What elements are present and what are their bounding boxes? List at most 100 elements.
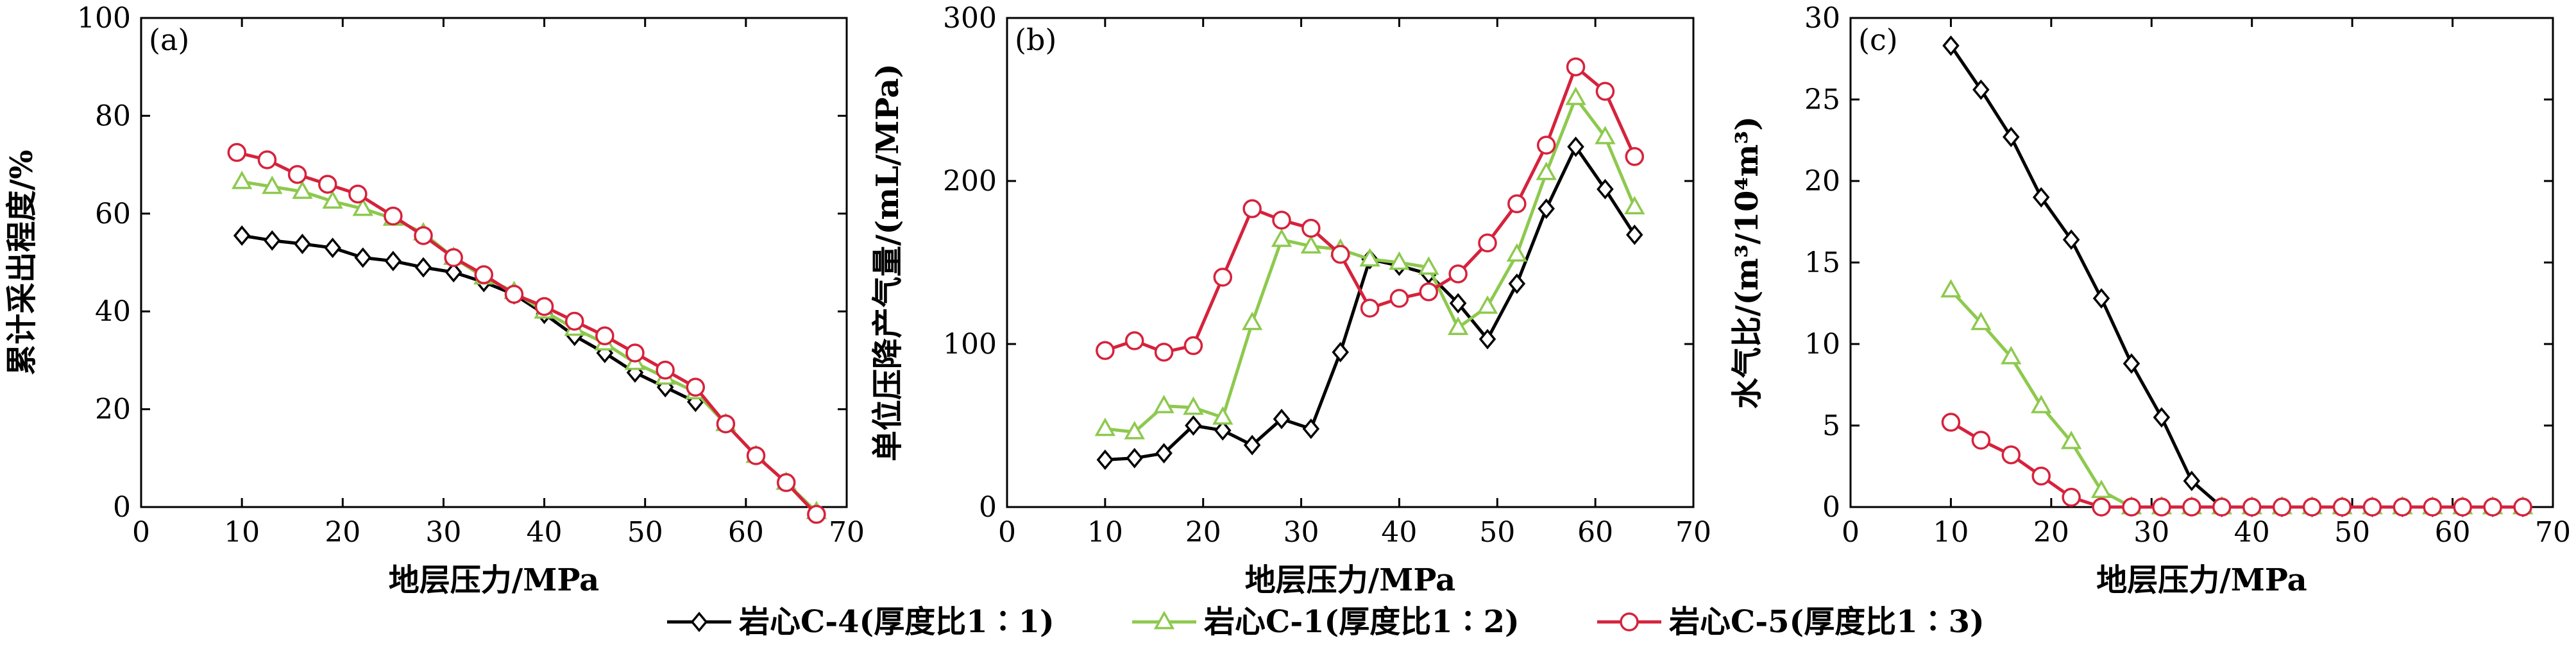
y-tick-label: 5 bbox=[1822, 409, 1840, 442]
y-tick-label: 60 bbox=[95, 198, 131, 230]
data-point bbox=[1625, 147, 1645, 166]
data-point bbox=[776, 473, 796, 492]
x-tick-label: 20 bbox=[325, 516, 360, 549]
data-point bbox=[1273, 408, 1291, 429]
data-point bbox=[1538, 198, 1555, 220]
data-point bbox=[1536, 161, 1557, 180]
data-point bbox=[2060, 431, 2082, 449]
series-C5 bbox=[1941, 413, 2532, 517]
data-point bbox=[1271, 228, 1292, 247]
plot-frame bbox=[1006, 17, 1695, 508]
x-axis-label: 地层压力/MPa bbox=[2096, 562, 2307, 598]
x-tick-label: 10 bbox=[1933, 516, 1969, 549]
legend: 岩心C-4(厚度比1∶1) 岩心C-1(厚度比1∶2) 岩心C-5(厚度比1∶3) bbox=[667, 604, 1985, 640]
y-tick-label: 40 bbox=[95, 295, 131, 328]
data-point bbox=[1359, 248, 1380, 267]
data-point bbox=[2302, 497, 2322, 517]
data-point bbox=[445, 262, 462, 283]
data-point bbox=[318, 175, 337, 194]
data-point bbox=[1942, 35, 1960, 56]
data-point bbox=[2031, 395, 2052, 413]
data-point bbox=[807, 504, 826, 524]
panel-label: (b) bbox=[1015, 22, 1056, 57]
x-tick-label: 20 bbox=[1185, 516, 1221, 549]
series-line bbox=[1950, 420, 2523, 509]
x-tick-label: 10 bbox=[224, 516, 260, 549]
data-point bbox=[348, 184, 368, 204]
data-point bbox=[414, 226, 433, 245]
data-point bbox=[384, 250, 402, 271]
data-point bbox=[716, 414, 736, 434]
data-point bbox=[1332, 341, 1349, 363]
y-tick-label: 15 bbox=[1804, 246, 1840, 279]
data-point bbox=[354, 247, 371, 268]
y-axis-label: 水气比/(m³/10⁴m³) bbox=[1729, 116, 1765, 409]
series-C5 bbox=[227, 142, 826, 524]
data-point bbox=[1154, 342, 1174, 362]
x-axis-label: 地层压力/MPa bbox=[1245, 562, 1456, 598]
series-line bbox=[241, 234, 697, 404]
data-point bbox=[227, 142, 247, 162]
x-tick-label: 50 bbox=[2334, 516, 2370, 549]
y-axis-label: 单位压降产气量/(mL/MPa) bbox=[870, 64, 906, 461]
data-point bbox=[534, 297, 554, 316]
data-point bbox=[1212, 406, 1233, 425]
x-tick-label: 30 bbox=[2133, 516, 2169, 549]
data-point bbox=[1360, 298, 1380, 318]
x-tick-label: 0 bbox=[132, 516, 150, 549]
data-point bbox=[1449, 293, 1467, 314]
data-point bbox=[233, 225, 251, 246]
data-point bbox=[1124, 420, 1145, 440]
series-C5 bbox=[1096, 57, 1645, 362]
data-point bbox=[2423, 497, 2443, 517]
legend-marker bbox=[690, 612, 708, 632]
data-point bbox=[2513, 497, 2532, 517]
x-tick-label: 20 bbox=[2033, 516, 2069, 549]
series-C4 bbox=[1096, 136, 1643, 470]
data-point bbox=[1478, 233, 1497, 253]
data-point bbox=[444, 248, 463, 268]
data-point bbox=[746, 446, 766, 465]
data-point bbox=[1301, 218, 1321, 238]
legend-marker bbox=[1620, 612, 1639, 632]
x-tick-label: 40 bbox=[2234, 516, 2270, 549]
data-point bbox=[352, 197, 373, 216]
data-point bbox=[656, 360, 675, 380]
x-tick-label: 50 bbox=[1479, 516, 1515, 549]
data-point bbox=[1536, 135, 1556, 155]
data-point bbox=[1153, 395, 1174, 413]
plot-frame bbox=[140, 17, 848, 508]
chart-panel-1: 0 10 20 30 40 50 60 70 0 20 40 60 80 100 (a) 地层压力/MPa 累计… bbox=[4, 2, 865, 598]
chart-panel-2: 0 10 20 30 40 50 60 70 0 100 200 300 (b) 地层压力/MPa 单位压降… bbox=[870, 2, 1711, 598]
y-tick-label: 200 bbox=[943, 165, 997, 198]
data-point bbox=[1941, 413, 1961, 432]
data-point bbox=[1185, 415, 1202, 436]
data-point bbox=[1096, 449, 1114, 470]
data-point bbox=[1242, 199, 1262, 218]
x-tick-label: 60 bbox=[2435, 516, 2471, 549]
data-point bbox=[2062, 229, 2080, 250]
data-point bbox=[1243, 435, 1261, 456]
legend-label: 岩心C-5(厚度比1∶3) bbox=[1668, 604, 1985, 640]
y-tick-label: 0 bbox=[113, 491, 131, 524]
series-C1 bbox=[231, 170, 827, 519]
data-point bbox=[257, 150, 277, 169]
data-point bbox=[1183, 396, 1204, 415]
data-point bbox=[1507, 194, 1527, 214]
data-point bbox=[1940, 279, 1962, 298]
x-tick-label: 10 bbox=[1087, 516, 1123, 549]
data-point bbox=[1272, 211, 1291, 230]
series-C1 bbox=[1094, 87, 1645, 440]
data-point bbox=[474, 265, 494, 284]
data-point bbox=[262, 175, 283, 194]
x-tick-label: 40 bbox=[1381, 516, 1417, 549]
legend-label: 岩心C-4(厚度比1∶1) bbox=[738, 604, 1055, 640]
legend-entry-C5: 岩心C-5(厚度比1∶3) bbox=[1597, 604, 1985, 640]
data-point bbox=[1624, 196, 1645, 214]
data-point bbox=[625, 343, 645, 363]
data-point bbox=[1389, 289, 1409, 308]
series-C4 bbox=[233, 225, 704, 413]
data-point bbox=[1506, 243, 1528, 262]
legend-entry-C1: 岩心C-1(厚度比1∶2) bbox=[1132, 604, 1520, 640]
data-point bbox=[2212, 497, 2232, 517]
